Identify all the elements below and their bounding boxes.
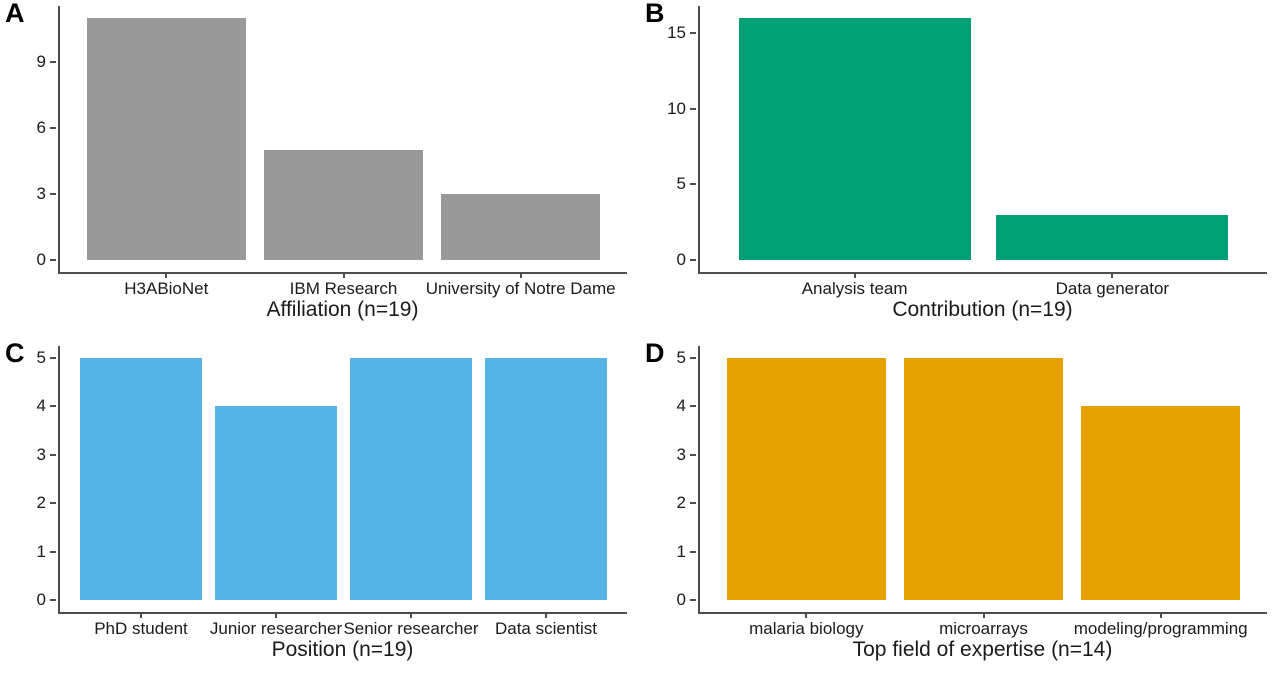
y-tick-label: 0 [676,249,686,269]
y-tick-label: 5 [36,348,46,368]
y-tick-mark [690,453,696,456]
x-tick-label: Data scientist [494,619,598,638]
y-tick-mark [50,453,56,456]
x-tick-mark [342,272,345,278]
x-axis-title-expertise: Top field of expertise (n=14) [852,638,1113,661]
bar-h3abionet [86,18,247,260]
x-tick-label: PhD student [94,619,188,638]
y-tick-label: 4 [36,396,46,416]
y-tick-mark [50,502,56,505]
x-tick-label: Data generator [1055,279,1170,298]
y-tick-label: 15 [667,23,686,43]
y-tick-mark [690,502,696,505]
y-tick-mark [50,405,56,408]
y-tick-label: 10 [667,98,686,118]
y-tick-mark [690,598,696,601]
bar-modeling-programming [1080,406,1241,600]
x-tick-label: Analysis team [801,279,908,298]
plot-area-contribution: Analysis team Data generator 0 5 10 15 [667,6,1267,298]
y-tick-mark [50,61,56,64]
panel-expertise: D malaria biology microarrays modeling/pro… [640,338,1280,679]
x-axis-title-position: Position (n=19) [271,638,414,661]
y-tick-label: 0 [36,589,46,609]
panel-letter-c: C [5,338,25,368]
panel-letter-d: D [645,338,665,368]
x-tick-label: microarrays [939,619,1028,638]
x-tick-mark [1111,272,1114,278]
bar-data-generator [996,214,1229,260]
y-tick-mark [50,357,56,360]
x-tick-label: University of Notre Dame [425,279,616,298]
y-tick-label: 0 [676,589,686,609]
bar-microarrays [903,358,1064,600]
x-tick-label: modeling/programming [1073,619,1248,638]
x-tick-label: malaria biology [749,619,864,638]
x-tick-mark [165,272,168,278]
y-tick-mark [50,127,56,130]
x-tick-mark [853,272,856,278]
x-tick-label: Senior researcher [343,619,479,638]
panel-letter-b: B [645,0,665,28]
bar-senior-researcher [350,358,472,600]
y-tick-mark [50,192,56,195]
plot-area-affiliation: H3ABioNet IBM Research University of Notre… [37,6,627,298]
y-tick-mark [690,183,696,186]
bar-malaria-biology [726,358,887,600]
y-tick-label: 3 [36,444,46,464]
y-tick-label: 9 [36,52,46,72]
y-tick-mark [690,107,696,110]
bar-phd-student [80,358,202,600]
y-tick-mark [50,598,56,601]
x-tick-mark [410,612,412,618]
y-tick-label: 2 [676,493,686,513]
y-tick-label: 4 [676,396,686,416]
x-tick-label: H3ABioNet [124,279,209,298]
y-tick-mark [690,405,696,408]
bar-junior-researcher [215,406,337,600]
y-tick-label: 3 [36,183,46,203]
bar-data-scientist [485,358,607,600]
bar-analysis-team [738,18,971,260]
x-tick-mark [545,612,547,618]
y-tick-mark [690,550,696,553]
panel-contribution: B Analysis team Data generator 0 5 10 15 Cont… [640,0,1280,340]
y-tick-mark [50,550,56,553]
panel-affiliation: A H3ABioNet IBM Research University of Not… [0,0,640,340]
y-tick-label: 5 [676,174,686,194]
x-tick-mark [140,612,142,618]
y-tick-label: 6 [36,118,46,138]
y-tick-mark [50,258,56,261]
x-tick-mark [519,272,522,278]
x-tick-mark [275,612,277,618]
x-axis-title-affiliation: Affiliation (n=19) [266,298,419,321]
y-tick-mark [690,357,696,360]
bar-university-of-notre-dame [440,193,601,260]
x-tick-mark [982,612,985,618]
y-tick-label: 5 [676,348,686,368]
bar-ibm-research [263,150,424,260]
x-tick-label: IBM Research [289,279,398,298]
y-tick-label: 1 [36,541,46,561]
y-tick-mark [690,32,696,35]
x-tick-label: Junior researcher [209,619,343,638]
x-tick-mark [1159,612,1162,618]
y-tick-label: 3 [676,444,686,464]
plot-area-position: PhD student Junior researcher Senior resea… [37,346,627,638]
y-tick-label: 0 [36,249,46,269]
y-tick-label: 1 [676,541,686,561]
x-tick-mark [805,612,808,618]
y-tick-label: 2 [36,493,46,513]
panel-position: C PhD student Junior researcher Senior res… [0,338,640,679]
plot-area-expertise: malaria biology microarrays modeling/progr… [677,346,1267,638]
y-tick-mark [690,258,696,261]
x-axis-title-contribution: Contribution (n=19) [892,298,1073,321]
panel-letter-a: A [5,0,25,28]
